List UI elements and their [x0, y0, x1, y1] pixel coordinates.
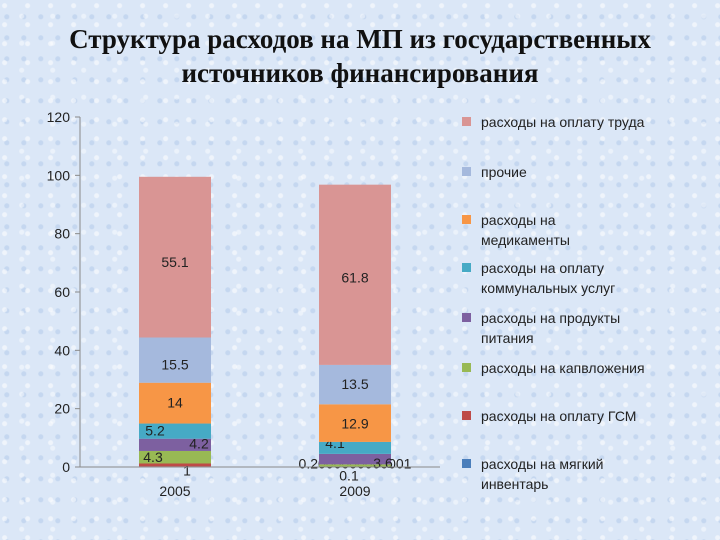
bar-segment	[319, 184, 391, 365]
chart-title-line-2: источников финансирования	[181, 58, 539, 88]
legend-label: расходы на оплату ГСМ	[481, 408, 636, 424]
legend-label: расходы на мягкий	[481, 456, 604, 472]
legend-swatch	[462, 215, 471, 224]
data-label: 55.1	[161, 254, 188, 270]
data-label: 14	[167, 395, 183, 411]
bar-segment	[139, 450, 211, 464]
bar-segment	[139, 382, 211, 424]
legend-label: медикаменты	[481, 232, 570, 248]
bar-segment	[139, 463, 211, 467]
y-tick-label: 120	[47, 109, 71, 125]
data-label: 5.2	[145, 423, 165, 439]
bar-segment	[139, 337, 211, 383]
data-label: 61.8	[341, 270, 368, 286]
y-tick-label: 100	[47, 167, 71, 183]
legend-label: расходы на продукты	[481, 310, 620, 326]
legend-swatch	[462, 263, 471, 272]
legend-label: расходы на оплату	[481, 260, 604, 276]
y-tick-label: 60	[54, 284, 70, 300]
bar-segment	[139, 176, 211, 338]
legend-swatch	[462, 117, 471, 126]
bar-segment	[319, 441, 391, 454]
bar-segment	[319, 364, 391, 405]
legend-swatch	[462, 459, 471, 468]
data-label: 0.1	[339, 468, 359, 484]
bar-segment	[319, 453, 391, 465]
y-tick-label: 20	[54, 401, 70, 417]
legend-swatch	[462, 167, 471, 176]
chart-title: Структура расходов на МП из государствен…	[0, 22, 720, 90]
legend-label: инвентарь	[481, 476, 548, 492]
y-tick-label: 0	[62, 459, 70, 475]
bar-segment	[139, 438, 211, 451]
x-tick-label: 2005	[159, 483, 190, 499]
data-label: 1	[183, 463, 191, 479]
legend-swatch	[462, 411, 471, 420]
data-label: 4.3	[143, 449, 163, 465]
x-tick-label: 2009	[339, 483, 370, 499]
bar-segment	[139, 423, 211, 439]
data-label: 3.6	[373, 455, 393, 471]
legend-swatch	[462, 313, 471, 322]
data-label: 13.5	[341, 376, 368, 392]
legend-label: питания	[481, 330, 534, 346]
legend-swatch	[462, 363, 471, 372]
data-label: 12.9	[341, 415, 368, 431]
chart-title-line-1: Структура расходов на МП из государствен…	[69, 24, 651, 54]
y-tick-label: 40	[54, 342, 70, 358]
y-tick-label: 80	[54, 226, 70, 242]
legend-label: расходы на оплату труда	[481, 114, 645, 130]
legend-label: расходы на капвложения	[481, 360, 645, 376]
bar-segment	[319, 464, 391, 467]
legend-label: прочие	[481, 164, 527, 180]
legend-label: расходы на	[481, 212, 556, 228]
data-label: 4.2	[189, 436, 209, 452]
bar-segment	[319, 404, 391, 442]
legend-label: коммунальных услуг	[481, 280, 615, 296]
data-label: 15.5	[161, 357, 188, 373]
